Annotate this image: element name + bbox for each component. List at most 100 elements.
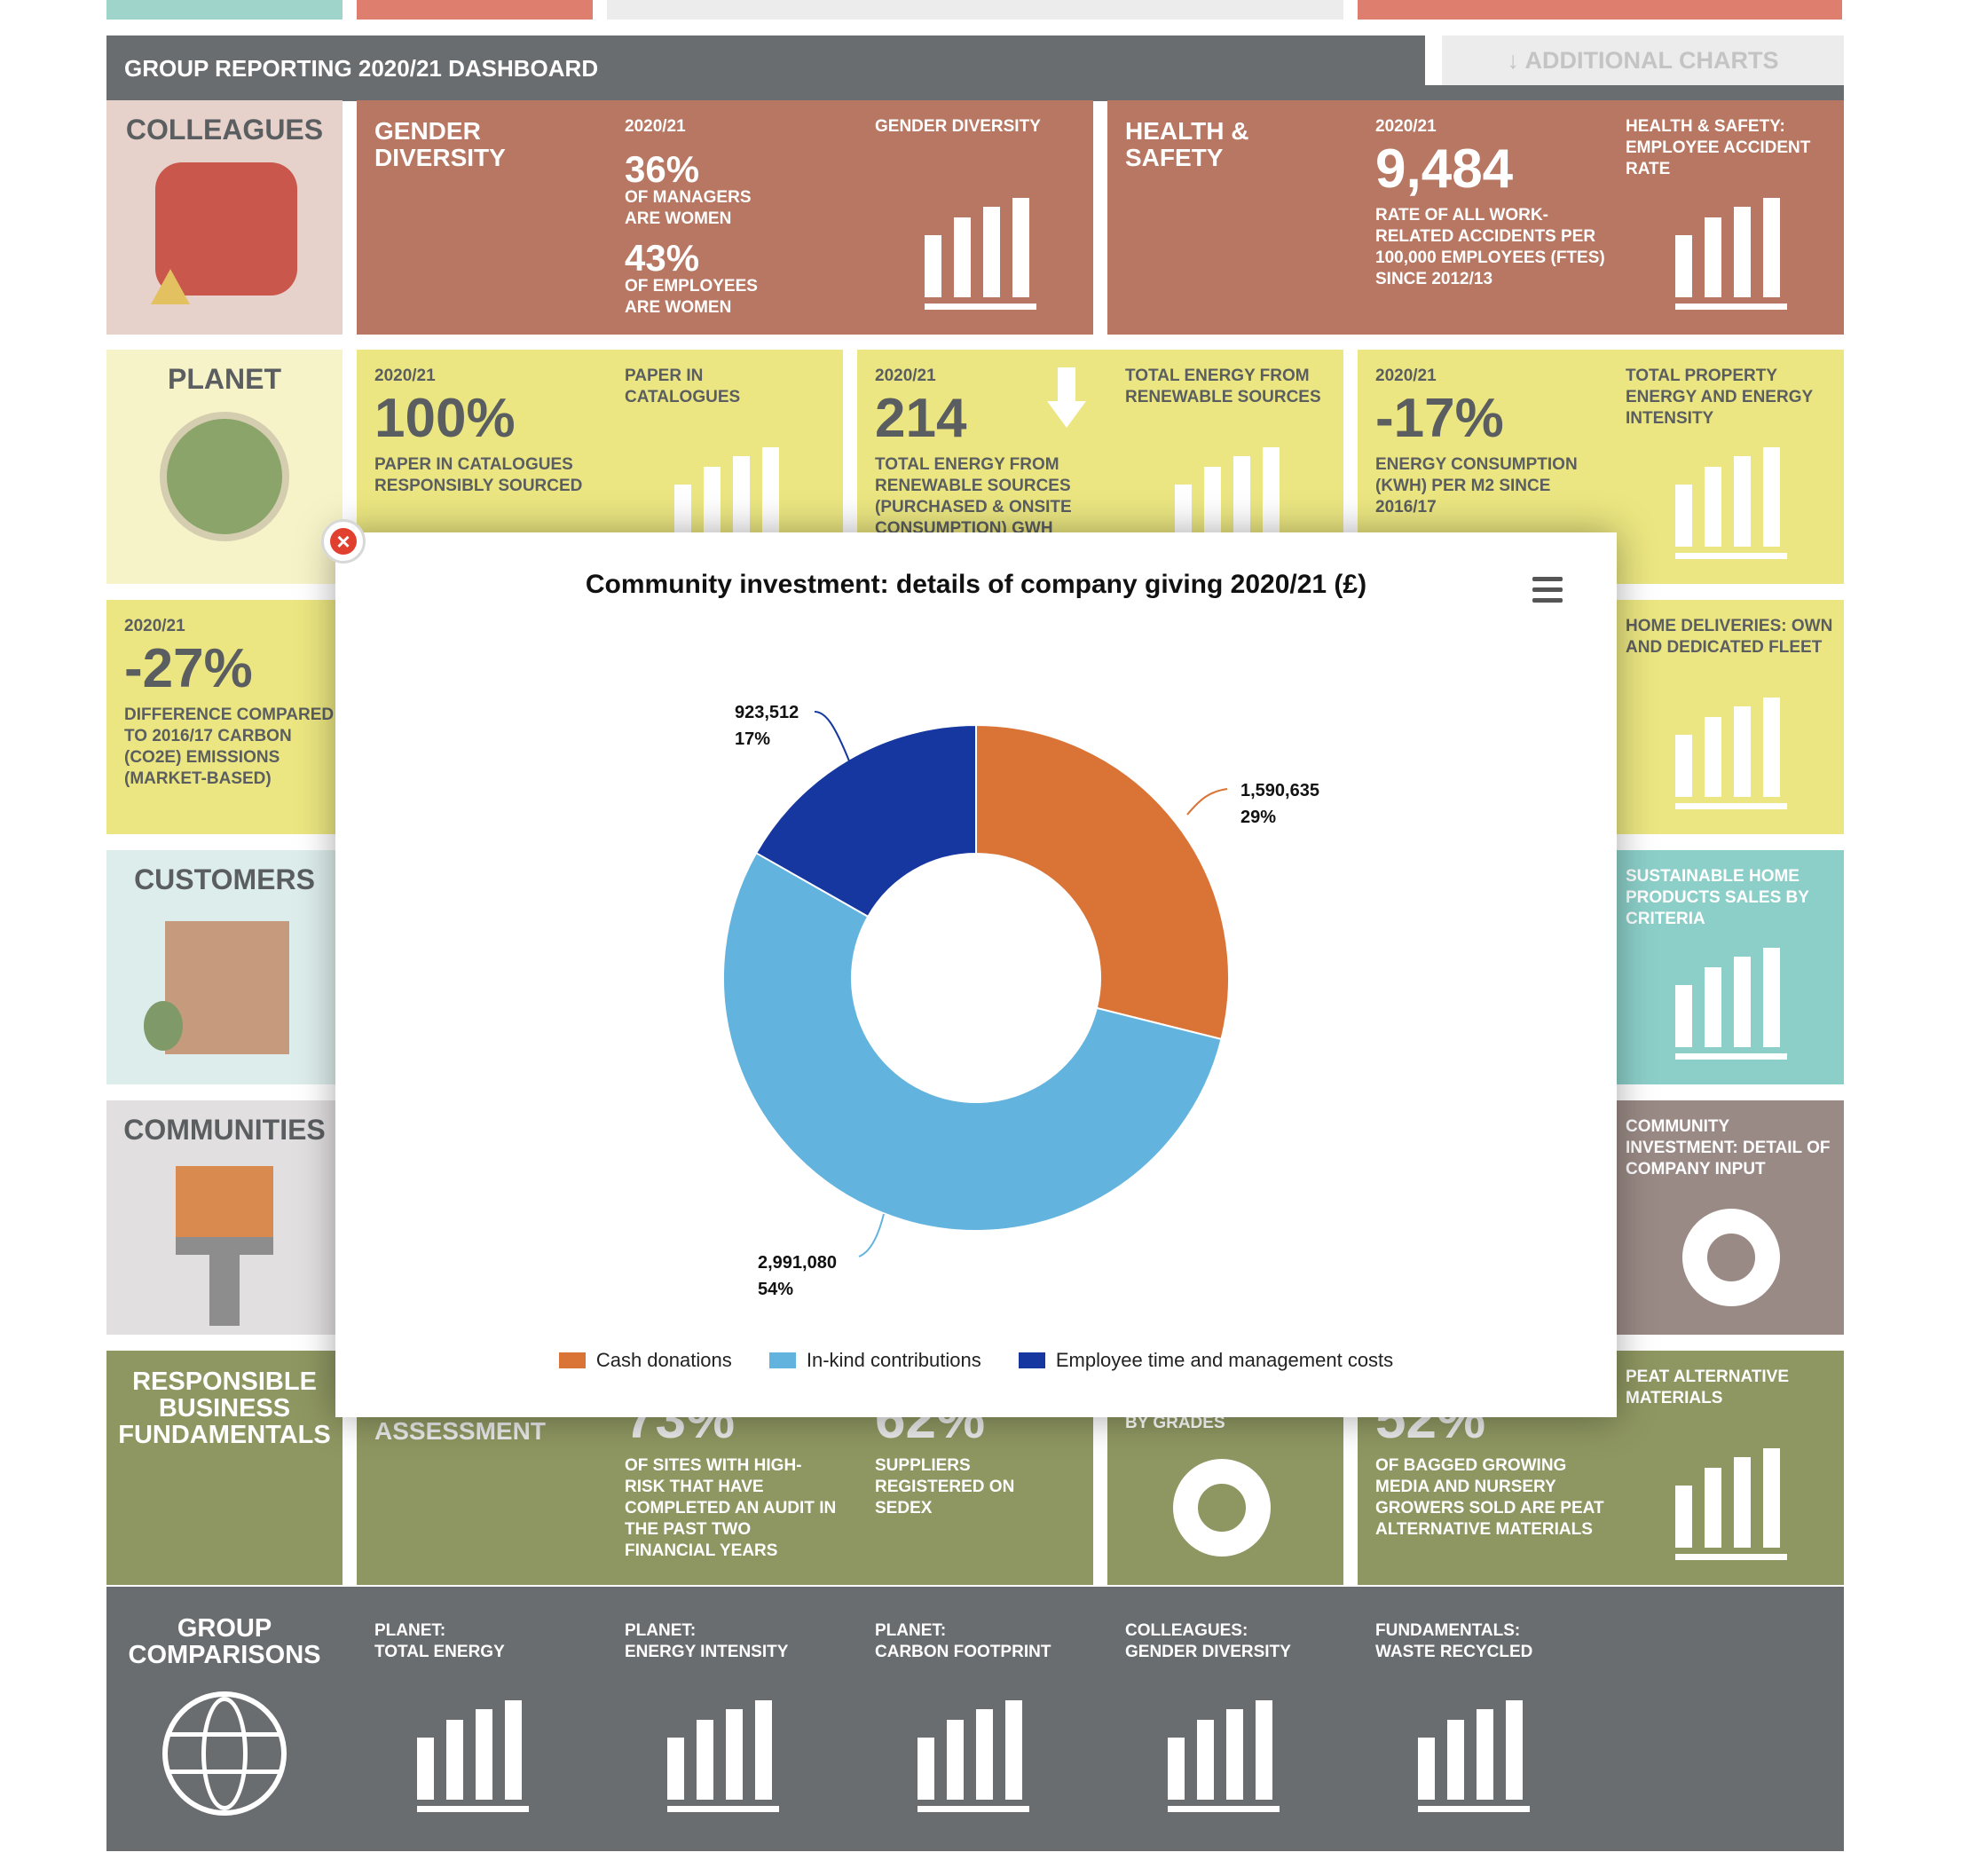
communities-photo (176, 1166, 273, 1237)
category-communities[interactable]: COMMUNITIES (106, 1100, 343, 1335)
tile-value: 43% (625, 237, 700, 279)
dashboard-title: GROUP REPORTING 2020/21 DASHBOARD (106, 35, 1425, 101)
bar-chart-icon[interactable] (925, 198, 1036, 310)
bar-chart-icon[interactable] (1675, 698, 1787, 809)
top-strip-coral-right (1358, 0, 1842, 20)
health-safety-tile[interactable]: HEALTH & SAFETY 2020/21 9,484 RATE OF AL… (1107, 100, 1844, 335)
bar-chart-icon[interactable] (667, 1700, 779, 1812)
top-strip-coral (357, 0, 593, 20)
star-icon (151, 269, 190, 304)
tile-label: PAPER IN CATALOGUES RESPONSIBLY SOURCED (374, 455, 583, 495)
data-label-inkind-percent: 54% (758, 1280, 794, 1299)
leaf-icon (144, 1001, 183, 1051)
legend-item-inkind[interactable]: In-kind contributions (768, 1349, 981, 1372)
close-icon[interactable]: × (321, 519, 366, 564)
tile-label: OF MANAGERS ARE WOMEN (625, 188, 752, 228)
comparison-label-line2: WASTE RECYCLED (1375, 1643, 1533, 1661)
category-colleagues[interactable]: COLLEAGUES (106, 100, 343, 335)
paintbrush-handle (209, 1255, 240, 1326)
group-comparisons-row: GROUP COMPARISONS PLANET: TOTAL ENERGY P… (106, 1587, 1844, 1851)
comparison-label-line2: ENERGY INTENSITY (625, 1643, 789, 1661)
category-fundamentals[interactable]: RESPONSIBLE BUSINESS FUNDAMENTALS (106, 1351, 343, 1585)
slice-employee-time[interactable] (754, 723, 977, 918)
tile-year: 2020/21 (124, 617, 185, 635)
tile-value: 36% (625, 148, 700, 190)
bar-chart-icon[interactable] (1675, 948, 1787, 1060)
comparison-total-energy[interactable]: PLANET: TOTAL ENERGY (374, 1620, 587, 1842)
chart-link-label: PAPER IN CATALOGUES (625, 367, 741, 406)
legend-swatch (558, 1352, 586, 1368)
donut-chart-icon[interactable] (1682, 1209, 1780, 1306)
tile-label: TOTAL ENERGY FROM RENEWABLE SOURCES (PUR… (875, 455, 1072, 538)
tile-year: 2020/21 (1375, 367, 1437, 385)
tile-label: BY GRADES (1125, 1414, 1225, 1432)
data-label-employee-value: 923,512 (735, 703, 799, 722)
tile-label: OF BAGGED GROWING MEDIA AND NURSERY GROW… (1375, 1456, 1604, 1539)
leader-line-cash (1186, 788, 1228, 816)
chart-link-label: PEAT ALTERNATIVE MATERIALS (1626, 1368, 1790, 1407)
comparison-carbon-footprint[interactable]: PLANET: CARBON FOOTPRINT (875, 1620, 1088, 1842)
leader-line-inkind (858, 1213, 885, 1257)
gender-diversity-tile[interactable]: GENDER DIVERSITY 2020/21 36% OF MANAGERS… (357, 100, 1093, 335)
slice-inkind-contributions[interactable] (722, 851, 1223, 1232)
tile-title: HEALTH & SAFETY (1125, 117, 1249, 171)
chart-link-label: GENDER DIVERSITY (875, 117, 1041, 136)
chart-link-label: HOME DELIVERIES: OWN AND DEDICATED FLEET (1626, 617, 1833, 657)
tile-label: OF EMPLOYEES ARE WOMEN (625, 277, 758, 317)
legend-item-cash[interactable]: Cash donations (558, 1349, 732, 1372)
category-label: GROUP COMPARISONS (128, 1614, 321, 1669)
hamburger-menu-icon[interactable] (1532, 577, 1563, 603)
chart-link-label: HEALTH & SAFETY: EMPLOYEE ACCIDENT RATE (1626, 117, 1811, 178)
legend-label: Employee time and management costs (1055, 1349, 1394, 1371)
additional-charts-button[interactable]: ↓ ADDITIONAL CHARTS (1442, 35, 1844, 85)
paper-tile[interactable]: 2020/21 100% PAPER IN CATALOGUES RESPONS… (357, 350, 843, 584)
category-planet[interactable]: PLANET (106, 350, 343, 584)
data-label-employee-percent: 17% (735, 729, 771, 749)
legend-swatch (768, 1352, 796, 1368)
comparison-energy-intensity[interactable]: PLANET: ENERGY INTENSITY (625, 1620, 838, 1842)
tile-value: 100% (374, 388, 516, 449)
tile-label: OF SITES WITH HIGH-RISK THAT HAVE COMPLE… (625, 1456, 837, 1560)
carbon-tile[interactable]: 2020/21 -27% DIFFERENCE COMPARED TO 2016… (106, 600, 343, 834)
legend-label: Cash donations (595, 1349, 732, 1371)
legend-item-employee[interactable]: Employee time and management costs (1018, 1349, 1394, 1372)
chart-title: Community investment: details of company… (585, 570, 1367, 599)
bar-chart-icon[interactable] (1675, 198, 1787, 310)
tile-label: ENERGY CONSUMPTION (KWH) PER M2 SINCE 20… (1375, 455, 1578, 516)
top-strip-grey (607, 0, 1343, 20)
chart-legend: Cash donations In-kind contributions Emp… (335, 1349, 1617, 1372)
comparison-label-line1: COLLEAGUES: (1125, 1621, 1248, 1640)
bar-chart-icon[interactable] (1418, 1700, 1530, 1812)
header-bar-tail (1425, 85, 1844, 101)
category-label: COMMUNITIES (123, 1114, 326, 1146)
legend-label: In-kind contributions (806, 1349, 981, 1371)
tile-year: 2020/21 (875, 367, 936, 385)
comparison-label-line2: TOTAL ENERGY (374, 1643, 505, 1661)
tile-year: 2020/21 (625, 117, 686, 136)
comparison-label-line2: GENDER DIVERSITY (1125, 1643, 1291, 1661)
top-strip-teal (106, 0, 343, 20)
bar-chart-icon[interactable] (917, 1700, 1029, 1812)
tile-label: SUPPLIERS REGISTERED ON SEDEX (875, 1456, 1015, 1517)
down-arrow-icon (1058, 367, 1075, 403)
tile-year: 2020/21 (374, 367, 436, 385)
tile-year: 2020/21 (1375, 117, 1437, 136)
chart-modal: Community investment: details of company… (335, 532, 1617, 1417)
down-arrow-head (1047, 401, 1086, 428)
tile-value: -17% (1375, 388, 1504, 449)
category-label: COLLEAGUES (125, 114, 324, 146)
donut-chart-icon[interactable] (1173, 1459, 1271, 1557)
donut-chart (722, 711, 1230, 1257)
bar-chart-icon[interactable] (1675, 1448, 1787, 1560)
comparison-gender-diversity[interactable]: COLLEAGUES: GENDER DIVERSITY (1125, 1620, 1338, 1842)
bar-chart-icon[interactable] (1168, 1700, 1280, 1812)
category-customers[interactable]: CUSTOMERS (106, 850, 343, 1084)
tile-label: RATE OF ALL WORK-RELATED ACCIDENTS PER 1… (1375, 206, 1605, 288)
bar-chart-icon[interactable] (1675, 447, 1787, 559)
bar-chart-icon[interactable] (417, 1700, 529, 1812)
comparison-waste-recycled[interactable]: FUNDAMENTALS: WASTE RECYCLED (1375, 1620, 1588, 1842)
comparison-label-line1: PLANET: (875, 1621, 947, 1640)
customers-photo (165, 921, 289, 1054)
slice-cash-donations[interactable] (975, 723, 1230, 1041)
tile-title: ASSESSMENT (374, 1417, 546, 1445)
